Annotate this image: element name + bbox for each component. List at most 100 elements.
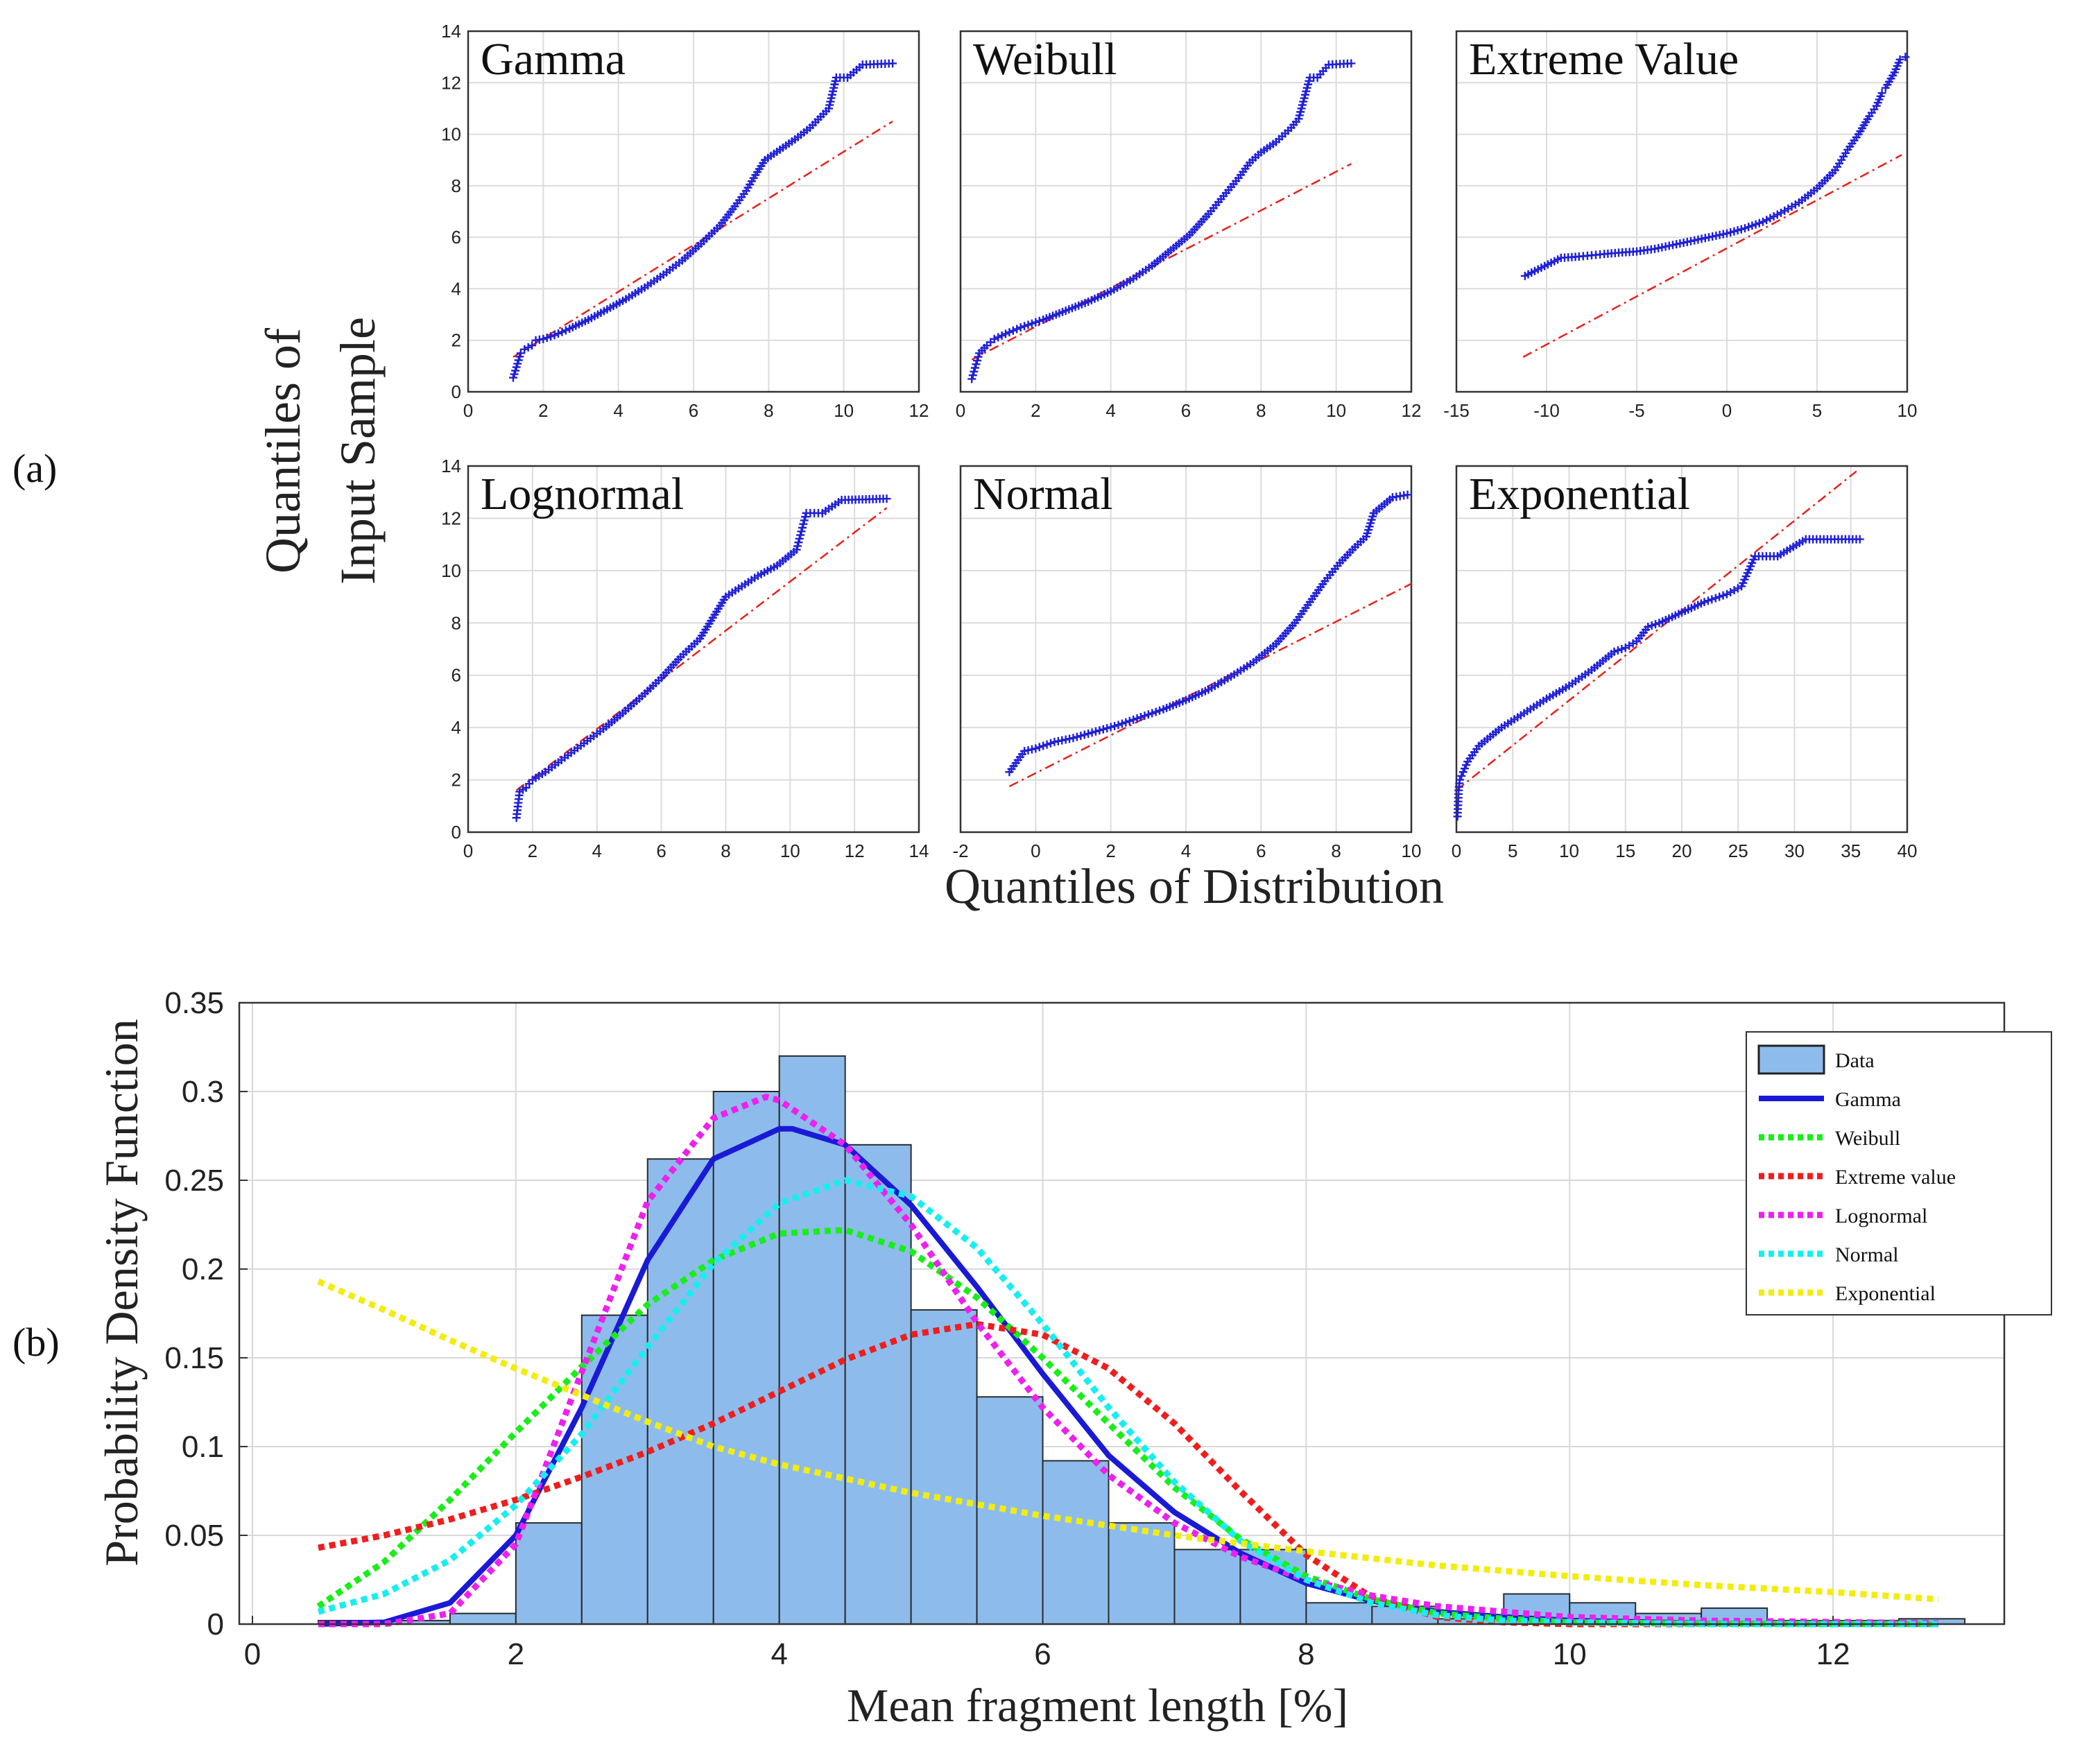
y-tick-label: 4	[451, 717, 461, 738]
x-tick-label: 20	[1672, 840, 1692, 861]
qq-point	[1103, 724, 1112, 733]
y-tick-label: 14	[441, 456, 461, 476]
qq-ylabel-line2: Input Sample	[330, 317, 386, 585]
axes-frame	[959, 30, 1413, 393]
qq-point	[1901, 53, 1910, 62]
histogram-bar	[646, 1158, 714, 1625]
x-tick-label: 6	[1256, 840, 1266, 861]
histogram-bar	[1108, 1522, 1176, 1625]
x-tick-label: 12	[845, 840, 865, 861]
y-tick-label: 0.3	[182, 1075, 224, 1109]
x-tick-label: 4	[771, 1637, 787, 1671]
qq-points	[1520, 53, 1910, 280]
qq-point	[1877, 89, 1886, 98]
qq-point	[1715, 592, 1724, 601]
x-tick-label: 8	[764, 400, 773, 421]
curve-normal	[317, 1177, 1938, 1628]
qq-point	[1035, 743, 1044, 752]
qq-point	[1024, 320, 1033, 329]
qq-point	[997, 331, 1006, 340]
qq-point	[1099, 725, 1108, 734]
qq-point	[1644, 622, 1653, 631]
qq-point	[516, 349, 525, 358]
qq-point	[1707, 595, 1716, 604]
qq-points	[1005, 490, 1412, 777]
qq-point	[1855, 535, 1864, 544]
x-tick-label: 2	[508, 1637, 524, 1671]
qq-point	[798, 524, 807, 533]
qq-point	[1080, 730, 1089, 739]
qq-point	[800, 516, 809, 525]
qq-points	[967, 59, 1356, 383]
x-tick-label: 25	[1728, 840, 1748, 861]
reference-line	[515, 507, 888, 791]
qq-point	[990, 334, 999, 343]
histogram-bar	[1305, 1602, 1373, 1625]
qq-point	[1020, 747, 1029, 756]
axes-frame	[467, 30, 920, 393]
x-tick-label: 5	[1812, 400, 1822, 421]
qq-point	[792, 545, 801, 554]
panel-label-a: (a)	[12, 446, 57, 491]
qq-point	[1027, 745, 1036, 754]
qq-point	[558, 327, 567, 336]
qq-point	[1719, 591, 1728, 600]
x-tick-label: 6	[689, 400, 698, 421]
qq-point	[520, 345, 529, 354]
legend-label: Exponential	[1835, 1282, 1936, 1305]
qq-point	[524, 343, 533, 352]
qq-point	[1403, 490, 1412, 499]
qq-point	[528, 341, 537, 350]
x-tick-label: 10	[1402, 840, 1422, 861]
qq-point	[1016, 323, 1025, 332]
qq-point	[1087, 728, 1096, 737]
x-tick-label: 0	[463, 400, 473, 421]
x-tick-label: 0	[1722, 400, 1732, 421]
qq-point	[1013, 325, 1022, 334]
legend-label: Normal	[1835, 1243, 1899, 1266]
qq-point	[1347, 59, 1356, 68]
x-tick-label: 8	[721, 840, 730, 861]
qq-point	[968, 371, 977, 380]
x-tick-label: 12	[1402, 400, 1422, 421]
x-tick-label: 8	[1298, 1637, 1314, 1671]
x-tick-label: 4	[613, 400, 623, 421]
x-tick-label: 6	[656, 840, 666, 861]
qq-point	[1084, 729, 1093, 738]
reference-line	[1456, 470, 1857, 791]
panel-title: Weibull	[973, 34, 1117, 85]
qq-panel-lognormal: 0 2 4 6 8 10 12 14 0 2 4 6 8 10 12 14 Lognormal	[441, 456, 929, 861]
qq-point	[1117, 719, 1126, 728]
reference-line	[1008, 583, 1412, 788]
x-tick-label: 0	[1031, 840, 1040, 861]
x-tick-label: 40	[1897, 840, 1918, 861]
y-tick-label: 0	[451, 822, 461, 843]
x-tick-label: 4	[1181, 840, 1191, 861]
qq-point	[1092, 727, 1100, 736]
y-tick-label: 0.2	[182, 1252, 224, 1286]
qq-point	[550, 331, 559, 340]
x-tick-label: 30	[1784, 840, 1805, 861]
y-tick-label: 0	[451, 381, 461, 402]
x-tick-label: 0	[463, 840, 473, 861]
axes-frame	[467, 465, 920, 834]
qq-point	[888, 59, 897, 68]
qq-point	[994, 333, 1003, 342]
qq-point	[1027, 319, 1036, 328]
histogram-bar	[1173, 1549, 1241, 1625]
qq-point	[1114, 721, 1123, 730]
histogram-bar	[712, 1091, 780, 1625]
qq-point	[1711, 594, 1720, 603]
qq-panels: 0 2 4 6 8 10 12 0 2 4 6 8 10 12 14 Gamma 0 2 4 6 8 10 12 Weibul…	[441, 21, 1917, 861]
histogram-bar	[844, 1144, 912, 1625]
qq-point	[797, 527, 806, 536]
histogram-bar	[778, 1055, 846, 1625]
panel-label-b: (b)	[12, 1320, 60, 1365]
qq-point	[1008, 326, 1017, 335]
x-tick-label: 10	[1897, 400, 1918, 421]
y-tick-label: 2	[451, 770, 461, 791]
x-tick-label: 8	[1331, 840, 1341, 861]
qq-point	[796, 531, 805, 540]
qq-point	[1095, 726, 1104, 735]
